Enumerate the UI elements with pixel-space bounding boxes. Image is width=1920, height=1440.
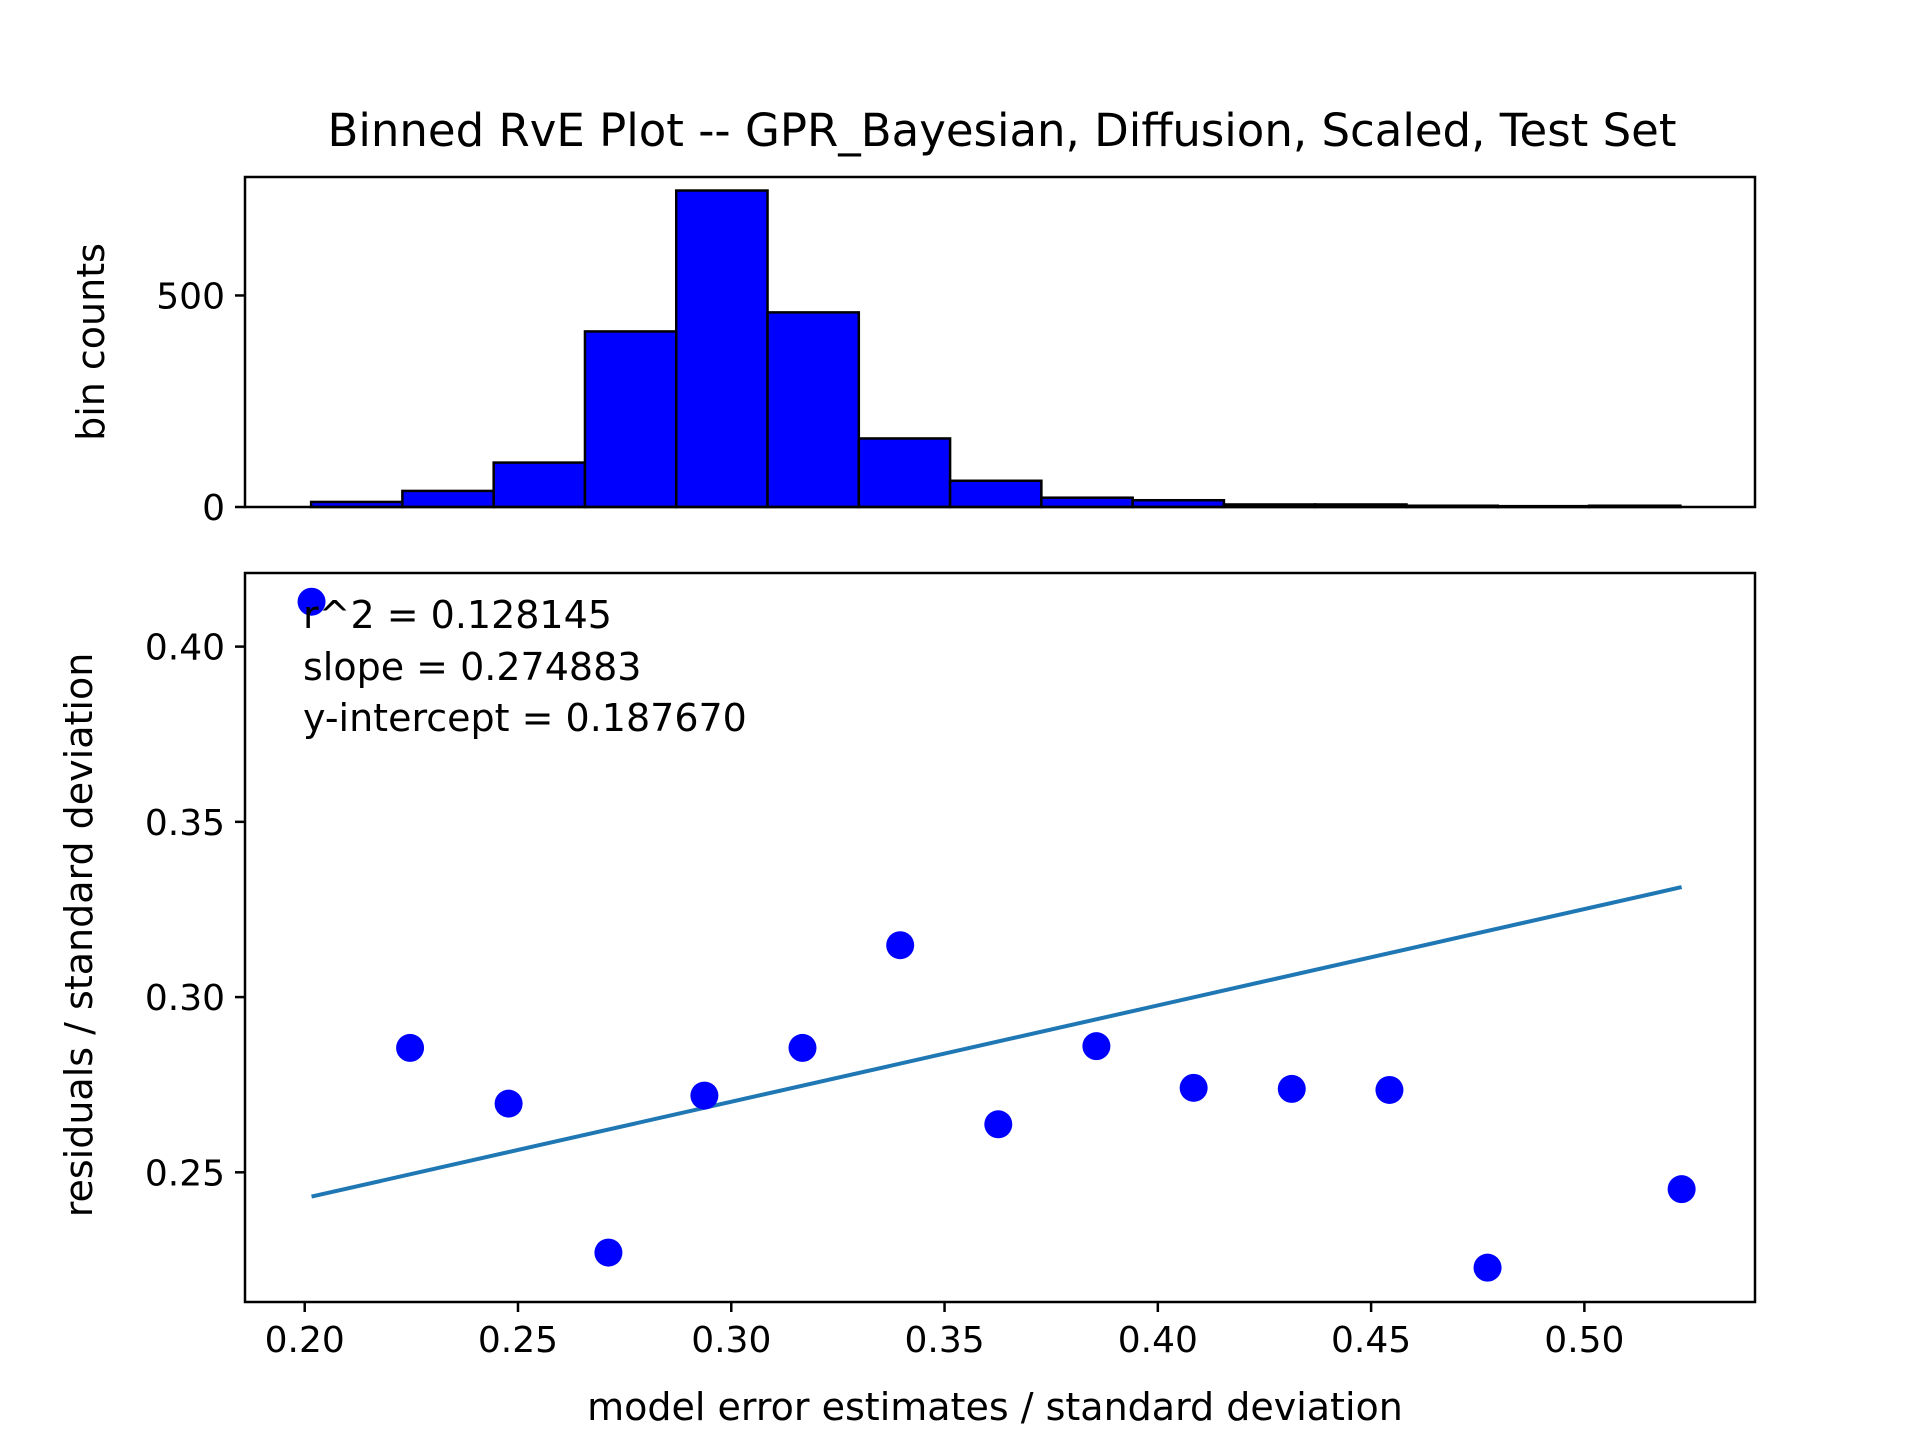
scatter-point bbox=[297, 587, 326, 616]
scatter-point bbox=[1375, 1075, 1404, 1104]
scatter-point bbox=[788, 1033, 817, 1062]
scatter-x-axis-label: model error estimates / standard deviati… bbox=[587, 1385, 1403, 1429]
regression-fit-line bbox=[311, 885, 1683, 1199]
scatter-point bbox=[1277, 1074, 1306, 1103]
histogram-bar bbox=[857, 437, 952, 509]
histogram-y-ticks: 0 500 bbox=[156, 276, 245, 529]
scatter-y-tick-label: 0.25 bbox=[145, 1153, 225, 1194]
chart-title: Binned RvE Plot -- GPR_Bayesian, Diffusi… bbox=[327, 104, 1676, 157]
histogram-y-tick-label: 500 bbox=[156, 276, 225, 317]
scatter-x-ticks: 0.20 0.25 0.30 0.35 0.40 0.45 0.50 bbox=[265, 1302, 1624, 1361]
scatter-y-tick-label: 0.40 bbox=[145, 628, 225, 669]
scatter-point bbox=[494, 1089, 523, 1118]
scatter-y-tick-label: 0.30 bbox=[145, 978, 225, 1019]
histogram-bar bbox=[492, 461, 587, 509]
stat-r-squared: r^2 = 0.128145 bbox=[303, 593, 612, 637]
histogram-y-tick-label: 0 bbox=[202, 488, 225, 529]
histogram-bars bbox=[309, 189, 1682, 509]
scatter-x-tick-label: 0.20 bbox=[265, 1320, 345, 1361]
histogram-panel: 0 500 bin counts bbox=[69, 175, 1757, 529]
scatter-points bbox=[297, 587, 1696, 1282]
scatter-point bbox=[594, 1238, 623, 1267]
scatter-point bbox=[886, 931, 915, 960]
scatter-axes-frame bbox=[243, 571, 1757, 1304]
scatter-point bbox=[1179, 1073, 1208, 1102]
histogram-bar bbox=[766, 311, 861, 509]
scatter-x-tick-label: 0.40 bbox=[1118, 1320, 1198, 1361]
scatter-point bbox=[690, 1081, 719, 1110]
scatter-y-ticks: 0.25 0.30 0.35 0.40 bbox=[145, 628, 245, 1194]
histogram-bar bbox=[948, 479, 1043, 509]
histogram-y-axis-label: bin counts bbox=[69, 243, 113, 441]
scatter-point bbox=[1667, 1175, 1696, 1204]
histogram-bar bbox=[401, 489, 495, 509]
scatter-point bbox=[1473, 1253, 1502, 1282]
scatter-x-tick-label: 0.35 bbox=[904, 1320, 984, 1361]
scatter-x-tick-label: 0.30 bbox=[691, 1320, 771, 1361]
stat-intercept: y-intercept = 0.187670 bbox=[303, 696, 747, 740]
scatter-y-tick-label: 0.35 bbox=[145, 803, 225, 844]
scatter-x-tick-label: 0.45 bbox=[1331, 1320, 1411, 1361]
histogram-bar bbox=[674, 189, 769, 509]
scatter-x-tick-label: 0.25 bbox=[478, 1320, 558, 1361]
scatter-panel: 0.20 0.25 0.30 0.35 0.40 0.45 0.50 0.25 0.30 0.3… bbox=[57, 571, 1757, 1429]
stat-slope: slope = 0.274883 bbox=[303, 645, 641, 689]
histogram-bar bbox=[1040, 496, 1134, 509]
scatter-point bbox=[984, 1110, 1013, 1139]
scatter-x-tick-label: 0.50 bbox=[1544, 1320, 1624, 1361]
scatter-point bbox=[1082, 1032, 1111, 1061]
scatter-point bbox=[396, 1033, 425, 1062]
histogram-bar bbox=[583, 330, 678, 509]
histogram-axes-frame bbox=[243, 175, 1757, 509]
scatter-y-axis-label: residuals / standard deviation bbox=[57, 653, 101, 1218]
